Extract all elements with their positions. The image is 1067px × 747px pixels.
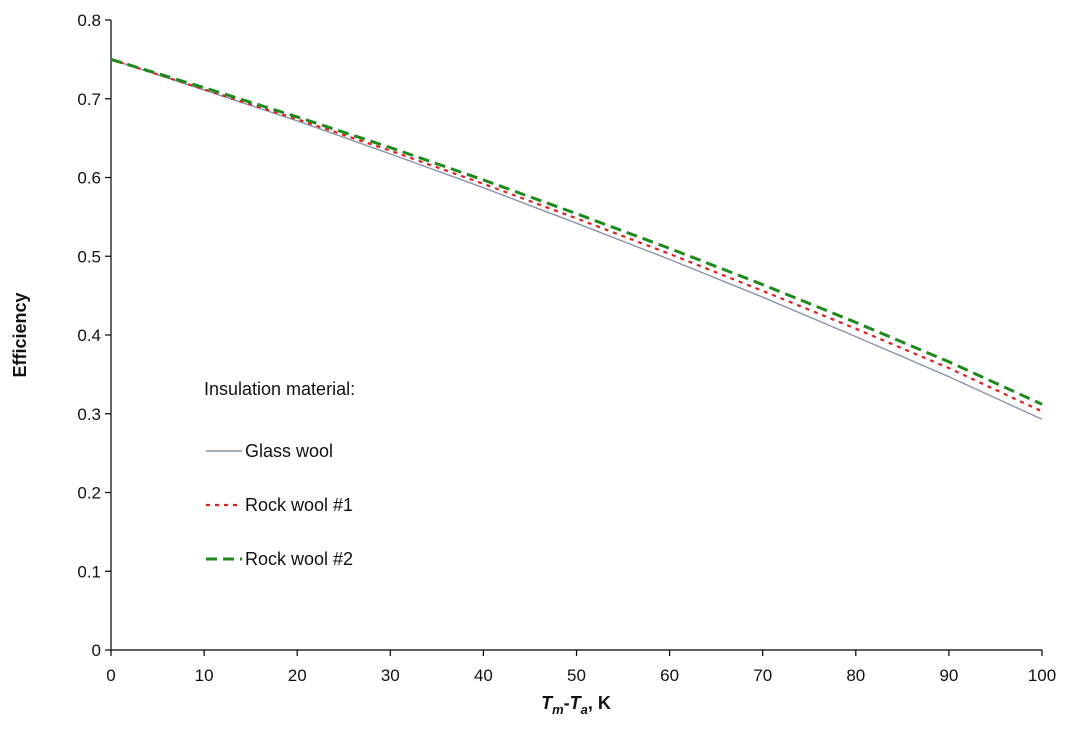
legend-label-1: Glass wool xyxy=(245,441,333,461)
legend-label-3: Rock wool #2 xyxy=(245,549,353,569)
y-tick-label: 0.5 xyxy=(77,247,101,266)
x-tick-label: 30 xyxy=(381,666,400,685)
x-axis-title-var1: T xyxy=(541,693,554,713)
y-tick-label: 0.6 xyxy=(77,169,101,188)
x-axis-title-dash: - xyxy=(564,693,570,713)
x-tick-label: 10 xyxy=(195,666,214,685)
ticks: 0 10 20 30 40 50 60 70 80 90 100 0 0.1 0.2 0.3 0.4 0.5 0.… xyxy=(77,11,1056,685)
y-tick-label: 0.1 xyxy=(77,562,101,581)
series-line-2 xyxy=(110,58,1043,413)
y-tick-label: 0 xyxy=(92,641,101,660)
x-tick-label: 80 xyxy=(846,666,865,685)
y-tick-label: 0.3 xyxy=(77,405,101,424)
series-group xyxy=(110,57,1043,420)
series-line-1 xyxy=(110,58,1043,420)
x-axis-title: Tm-Ta, K xyxy=(541,693,611,717)
series-line-3 xyxy=(110,57,1043,406)
x-tick-label: 0 xyxy=(106,666,115,685)
x-tick-label: 90 xyxy=(939,666,958,685)
x-axis-title-sub1: m xyxy=(552,702,564,717)
y-tick-label: 0.2 xyxy=(77,484,101,503)
x-tick-label: 70 xyxy=(753,666,772,685)
legend-title: Insulation material: xyxy=(204,379,355,399)
y-tick-label: 0.4 xyxy=(77,326,101,345)
y-axis-title: Efficiency xyxy=(10,292,30,377)
x-tick-label: 60 xyxy=(660,666,679,685)
x-tick-label: 100 xyxy=(1028,666,1056,685)
x-axis-title-var2: T xyxy=(570,693,583,713)
y-tick-label: 0.7 xyxy=(77,90,101,109)
legend: Insulation material: Glass wool Rock wool… xyxy=(204,379,355,569)
x-tick-label: 20 xyxy=(288,666,307,685)
x-tick-label: 50 xyxy=(567,666,586,685)
y-tick-label: 0.8 xyxy=(77,11,101,30)
x-axis-title-sub2: a xyxy=(581,702,588,717)
x-axis-title-unit: , K xyxy=(588,693,611,713)
x-tick-label: 40 xyxy=(474,666,493,685)
legend-label-2: Rock wool #1 xyxy=(245,495,353,515)
